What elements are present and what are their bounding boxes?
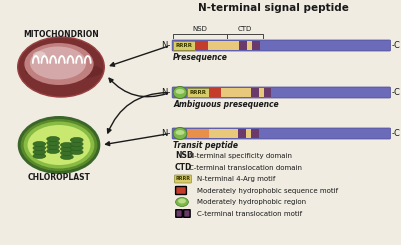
Text: Moderately hydrophobic sequence motif: Moderately hydrophobic sequence motif (197, 187, 338, 194)
FancyBboxPatch shape (176, 186, 186, 195)
Text: CTD: CTD (175, 163, 192, 172)
Ellipse shape (28, 125, 91, 165)
Text: N-: N- (161, 88, 170, 97)
Bar (247, 41, 252, 50)
Text: RRRR: RRRR (189, 90, 206, 95)
Text: NSD: NSD (193, 26, 208, 33)
Ellipse shape (33, 149, 46, 155)
Bar (173, 41, 195, 50)
Ellipse shape (61, 150, 73, 156)
Text: C-terminal translocation motif: C-terminal translocation motif (197, 210, 302, 217)
Ellipse shape (47, 140, 59, 146)
Text: N-: N- (161, 129, 170, 138)
Ellipse shape (61, 155, 73, 159)
Bar (187, 129, 209, 138)
Ellipse shape (24, 43, 94, 85)
Ellipse shape (173, 127, 187, 139)
Bar (238, 129, 246, 138)
Text: NSD: NSD (175, 151, 193, 160)
FancyBboxPatch shape (172, 87, 391, 98)
Bar (239, 41, 247, 50)
Text: CTD: CTD (238, 26, 252, 33)
Ellipse shape (61, 147, 73, 151)
Ellipse shape (70, 137, 83, 143)
Ellipse shape (18, 116, 100, 174)
Ellipse shape (70, 142, 83, 147)
FancyBboxPatch shape (174, 175, 191, 183)
Text: C-terminal translocation domain: C-terminal translocation domain (189, 164, 302, 171)
Ellipse shape (173, 86, 187, 98)
Text: N-terminal specificity domain: N-terminal specificity domain (189, 153, 292, 159)
Text: Moderately hydrophobic region: Moderately hydrophobic region (197, 199, 306, 205)
Ellipse shape (176, 130, 184, 135)
Text: Transit peptide: Transit peptide (173, 141, 238, 150)
Bar (259, 88, 263, 97)
Ellipse shape (47, 148, 59, 154)
Ellipse shape (70, 146, 83, 150)
Text: -C: -C (391, 129, 400, 138)
Ellipse shape (25, 62, 103, 80)
Bar (251, 88, 259, 97)
Text: Ambiguous presequence: Ambiguous presequence (173, 100, 279, 109)
Text: N-terminal 4-Arg motif: N-terminal 4-Arg motif (197, 176, 275, 182)
Bar (263, 88, 271, 97)
Ellipse shape (178, 198, 186, 204)
Bar (221, 88, 251, 97)
Ellipse shape (47, 136, 59, 142)
FancyBboxPatch shape (172, 40, 391, 51)
Ellipse shape (33, 51, 46, 59)
Ellipse shape (176, 89, 184, 94)
Ellipse shape (176, 197, 188, 207)
Bar (209, 88, 221, 97)
Ellipse shape (21, 119, 97, 171)
Bar (209, 129, 238, 138)
Ellipse shape (18, 37, 104, 97)
Ellipse shape (33, 142, 46, 147)
Ellipse shape (70, 149, 83, 155)
Ellipse shape (24, 122, 94, 169)
Text: -C: -C (391, 88, 400, 97)
Bar (195, 41, 208, 50)
Text: RRRR: RRRR (176, 176, 190, 182)
Ellipse shape (61, 143, 73, 147)
Text: CHLOROPLAST: CHLOROPLAST (28, 173, 91, 183)
Bar (251, 129, 259, 138)
FancyBboxPatch shape (184, 210, 190, 217)
Ellipse shape (33, 154, 46, 159)
Text: Presequence: Presequence (173, 53, 228, 62)
Ellipse shape (47, 145, 59, 149)
Text: -C: -C (391, 41, 400, 50)
Text: RRRR: RRRR (176, 43, 192, 48)
Text: N-: N- (161, 41, 170, 50)
Bar (187, 88, 209, 97)
Bar (208, 41, 239, 50)
Text: N-terminal signal peptide: N-terminal signal peptide (198, 3, 349, 13)
Bar (252, 41, 260, 50)
Text: MITOCHONDRION: MITOCHONDRION (23, 30, 99, 39)
Ellipse shape (33, 146, 46, 150)
Bar (246, 129, 251, 138)
FancyBboxPatch shape (176, 210, 182, 217)
Ellipse shape (30, 47, 86, 79)
FancyBboxPatch shape (172, 128, 391, 139)
